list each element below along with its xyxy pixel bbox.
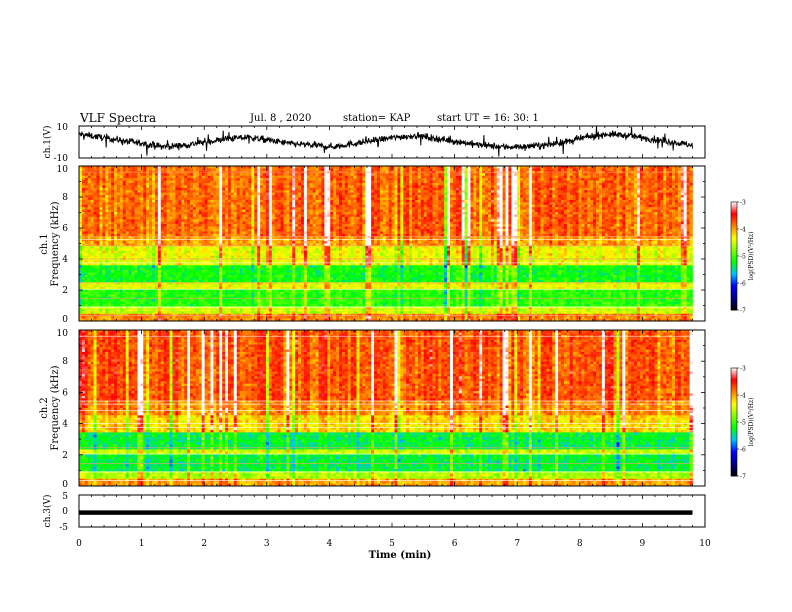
time-axis-tick-label: 1 — [139, 539, 145, 549]
time-axis-tick-label: 9 — [640, 539, 646, 549]
ch1-colorbar: -3 -4 -5 -6 -7 log(PSD)(V²/Hz) — [730, 200, 755, 315]
ch1-waveform-ticks — [78, 126, 706, 158]
spec2-ytick-label: 6 — [62, 388, 68, 398]
ch1-spectrogram-panel: 0 2 4 6 8 10 ch.1 Frequency (kHz) — [39, 165, 706, 325]
ch1-waveform-frame — [78, 125, 706, 159]
time-axis-label: Time (min) — [369, 550, 432, 561]
ch1-waveform-ylabel: ch.1(V) — [42, 126, 53, 159]
time-axis-tick-label: 4 — [327, 539, 333, 549]
ch3-ytick-bottom: -5 — [59, 523, 68, 533]
ch2-colorbar: -3 -4 -5 -6 -7 log(PSD)(V²/Hz) — [730, 366, 755, 481]
spec2-ytick-label: 10 — [57, 329, 69, 339]
spec1-ytick-label: 0 — [62, 315, 68, 325]
ch2-spectrogram-heatmap — [79, 330, 705, 486]
ch1-ytick-bottom: -10 — [54, 154, 69, 164]
colorbar-tick-label: -7 — [740, 308, 746, 315]
spec1-ytick-label: 10 — [57, 165, 69, 175]
time-axis-tick-label: 0 — [76, 539, 82, 549]
spec2-ytick-label: 8 — [62, 357, 68, 367]
station-label: station= KAP — [343, 113, 410, 124]
time-axis-tick-labels: 0 1 2 3 4 5 6 7 8 9 10 — [76, 539, 711, 549]
time-axis-tick-label: 10 — [699, 539, 711, 549]
colorbar-tick-label: -6 — [740, 281, 746, 288]
ch2-spectrogram-ylabel: Frequency (kHz) — [50, 365, 61, 450]
time-axis-tick-label: 7 — [514, 539, 520, 549]
recording-date: Jul. 8 , 2020 — [250, 113, 311, 124]
spec2-ytick-label: 2 — [62, 451, 68, 461]
ch3-waveform-ylabel: ch.3(V) — [42, 495, 53, 528]
time-axis-tick-label: 5 — [389, 539, 395, 549]
ch1-spectrogram-ticks: 0 2 4 6 8 10 — [57, 165, 706, 325]
chart-title: VLF Spectra — [80, 111, 156, 125]
time-axis-tick-label: 6 — [452, 539, 458, 549]
ch2-spectrogram-panel: 0 2 4 6 8 10 ch.2 Frequency (kHz) — [39, 329, 706, 490]
ch1-spectrogram-ylabel: Frequency (kHz) — [50, 201, 61, 286]
ch2-spectrogram-ticks: 0 2 4 6 8 10 — [57, 329, 706, 490]
colorbar-tick-label: -3 — [740, 200, 746, 207]
colorbar-tick-label: -7 — [740, 474, 746, 481]
spec2-ytick-label: 4 — [62, 420, 68, 430]
colorbar-label: log(PSD)(V²/Hz) — [748, 398, 755, 447]
time-axis-tick-label: 2 — [201, 539, 207, 549]
ch3-ytick-top: 5 — [62, 492, 68, 502]
ch1-waveform-panel: 10 -10 ch.1(V) — [42, 123, 706, 164]
ch2-spectrogram-channel-label: ch.2 — [39, 397, 50, 419]
spec1-ytick-label: 4 — [62, 255, 68, 265]
spec1-ytick-label: 2 — [62, 286, 68, 296]
colorbar-tick-label: -4 — [740, 227, 746, 234]
time-axis-tick-label: 8 — [577, 539, 583, 549]
ch1-spectrogram-heatmap — [79, 166, 705, 321]
colorbar-tick-label: -5 — [740, 420, 746, 427]
colorbar-tick-label: -3 — [740, 366, 746, 373]
start-time-label: start UT = 16: 30: 1 — [437, 113, 539, 124]
ch3-waveform-ticks — [78, 495, 706, 527]
spec2-ytick-label: 0 — [62, 480, 68, 490]
ch1-ytick-top: 10 — [57, 123, 69, 133]
ch3-ytick-mid: 0 — [62, 507, 68, 517]
colorbar-tick-label: -4 — [740, 393, 746, 400]
spec1-ytick-label: 6 — [62, 224, 68, 234]
colorbar-tick-label: -6 — [740, 447, 746, 454]
colorbar-label: log(PSD)(V²/Hz) — [748, 232, 755, 281]
colorbar-tick-label: -5 — [740, 254, 746, 261]
time-axis-tick-label: 3 — [264, 539, 270, 549]
spec1-ytick-label: 8 — [62, 193, 68, 203]
ch3-waveform-trace — [79, 510, 693, 515]
ch3-waveform-panel: 5 0 -5 ch.3(V) — [42, 492, 706, 533]
ch1-waveform-trace — [79, 126, 693, 157]
ch1-spectrogram-channel-label: ch.1 — [39, 233, 50, 255]
